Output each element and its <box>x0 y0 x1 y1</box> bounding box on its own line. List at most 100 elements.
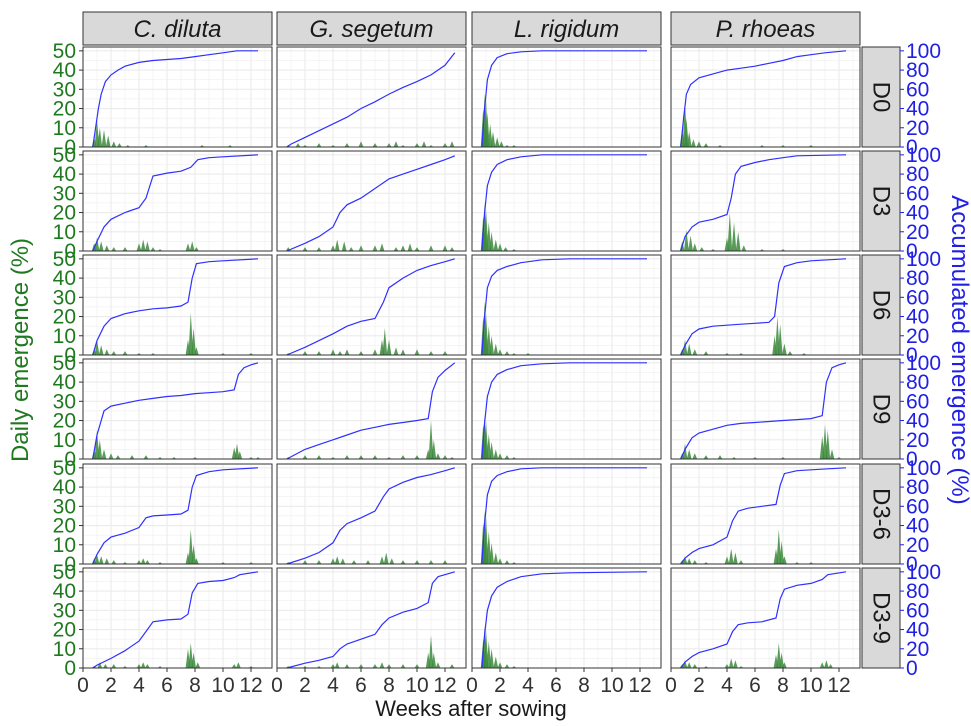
right-tick-label: 80 <box>906 59 929 82</box>
daily-emergence-spike <box>728 548 734 564</box>
accumulated-emergence-line <box>481 571 648 669</box>
panel-border <box>471 358 662 460</box>
daily-emergence-spike <box>185 243 191 251</box>
panel-background <box>277 359 466 459</box>
daily-emergence-spike <box>738 560 744 564</box>
daily-emergence-spike <box>344 143 350 147</box>
accumulated-emergence-line <box>481 50 647 148</box>
daily-emergence-spike <box>101 449 107 459</box>
left-tick-label: 30 <box>53 182 76 205</box>
left-tick-label: 30 <box>53 390 76 413</box>
panel-grid <box>276 255 466 356</box>
panel-l-rigidum-d3-6 <box>471 463 662 565</box>
left-tick-label: 40 <box>53 163 76 186</box>
daily-emergence-spike <box>489 231 494 251</box>
right-tick-label: 0 <box>906 657 918 680</box>
panel-border <box>82 358 273 460</box>
accumulated-emergence-line <box>92 362 259 460</box>
panel-background <box>472 568 661 668</box>
x-tick-label: 6 <box>550 674 562 697</box>
x-tick-label: 2 <box>299 674 311 697</box>
daily-emergence-spike <box>428 420 434 459</box>
panel-background <box>277 568 466 668</box>
daily-emergence-spike <box>703 143 709 147</box>
left-tick-label: 0 <box>64 553 76 576</box>
x-tick-label: 6 <box>161 674 173 697</box>
panel-background <box>83 255 272 355</box>
panel-g-segetum-d3 <box>276 150 467 252</box>
daily-emergence-spike <box>703 351 709 355</box>
daily-emergence-spike <box>691 139 696 147</box>
daily-emergence-spike <box>486 531 492 564</box>
daily-emergence-spike <box>682 339 688 355</box>
daily-emergence-spike <box>97 439 103 459</box>
left-tick-label: 30 <box>53 495 76 518</box>
panel-border <box>471 463 662 565</box>
daily-emergence-spike <box>407 243 413 251</box>
daily-emergence-spike <box>776 529 782 564</box>
daily-emergence-spike <box>741 245 747 251</box>
panel-g-segetum-d3-9 <box>276 567 467 669</box>
daily-emergence-spike <box>431 439 437 459</box>
left-tick-label: 0 <box>64 136 76 159</box>
species-strips: C. diluta G. segetum L. rigidum P. rhoeas <box>82 11 861 46</box>
daily-emergence-spike <box>302 351 308 355</box>
daily-emergence-spike <box>727 212 733 251</box>
daily-emergence-spike <box>486 641 492 668</box>
daily-emergence-spike <box>115 455 121 459</box>
daily-emergence-spike <box>379 243 385 251</box>
daily-emergence-spike <box>400 245 406 251</box>
daily-emergence-spike <box>414 455 420 459</box>
panel-c-diluta-d3-9 <box>82 567 273 669</box>
daily-emergence-spike <box>684 118 689 147</box>
panel-p-rhoeas-d0 <box>670 46 861 148</box>
left-tick-label: 50 <box>53 248 76 271</box>
daily-emergence-spike <box>111 351 117 355</box>
panel-border <box>82 463 273 565</box>
left-tick-label: 20 <box>53 515 76 538</box>
daily-emergence-spike <box>490 131 496 147</box>
daily-emergence-spike <box>435 453 441 459</box>
left-tick-label: 20 <box>53 98 76 121</box>
right-tick-label: 60 <box>906 286 929 309</box>
accumulated-emergence-line <box>286 467 455 565</box>
panel-c-diluta-d3-6 <box>82 463 273 565</box>
daily-emergence-spike <box>724 664 730 668</box>
daily-emergence-spike <box>302 455 308 459</box>
daily-emergence-spike <box>334 662 340 668</box>
daily-emergence-spike <box>787 351 793 355</box>
daily-emergence-spike <box>150 247 156 251</box>
panel-grid <box>471 359 661 460</box>
daily-emergence-spike <box>504 560 510 564</box>
panel-border <box>82 150 273 252</box>
left-tick-label: 40 <box>53 580 76 603</box>
right-tick-label: 20 <box>906 534 929 557</box>
x-tick-label: 2 <box>693 674 705 697</box>
daily-emergence-spike <box>101 129 107 147</box>
right-tick-label: 100 <box>906 561 941 584</box>
panel-c-diluta-d9 <box>82 358 273 460</box>
strip-bg-p-rhoeas <box>670 11 861 46</box>
daily-emergence-spike <box>194 558 199 564</box>
daily-emergence-spike <box>692 243 698 251</box>
daily-emergence-spike <box>330 245 336 251</box>
panel-border <box>471 150 662 252</box>
daily-emergence-spike <box>103 664 108 668</box>
daily-emergence-spike <box>316 351 322 355</box>
daily-emergence-spike <box>140 662 146 668</box>
right-tick-label: 60 <box>906 78 929 101</box>
accumulated-emergence-line <box>286 362 456 460</box>
right-tick-label: 40 <box>906 306 929 329</box>
daily-emergence-spike <box>341 241 347 251</box>
x-tick-label: 8 <box>578 674 590 697</box>
daily-emergence-spike <box>140 239 146 251</box>
daily-emergence-spike <box>686 558 692 564</box>
daily-emergence-spike <box>483 208 489 251</box>
daily-emergence-spike <box>383 552 389 564</box>
x-tick-label: 10 <box>799 674 822 697</box>
daily-emergence-spike <box>497 558 503 564</box>
daily-emergence-spike <box>824 660 829 668</box>
daily-emergence-spike <box>389 558 395 564</box>
treatment-strips: D0 D3 D6 D9 D3-6 D3-9 <box>861 46 901 669</box>
